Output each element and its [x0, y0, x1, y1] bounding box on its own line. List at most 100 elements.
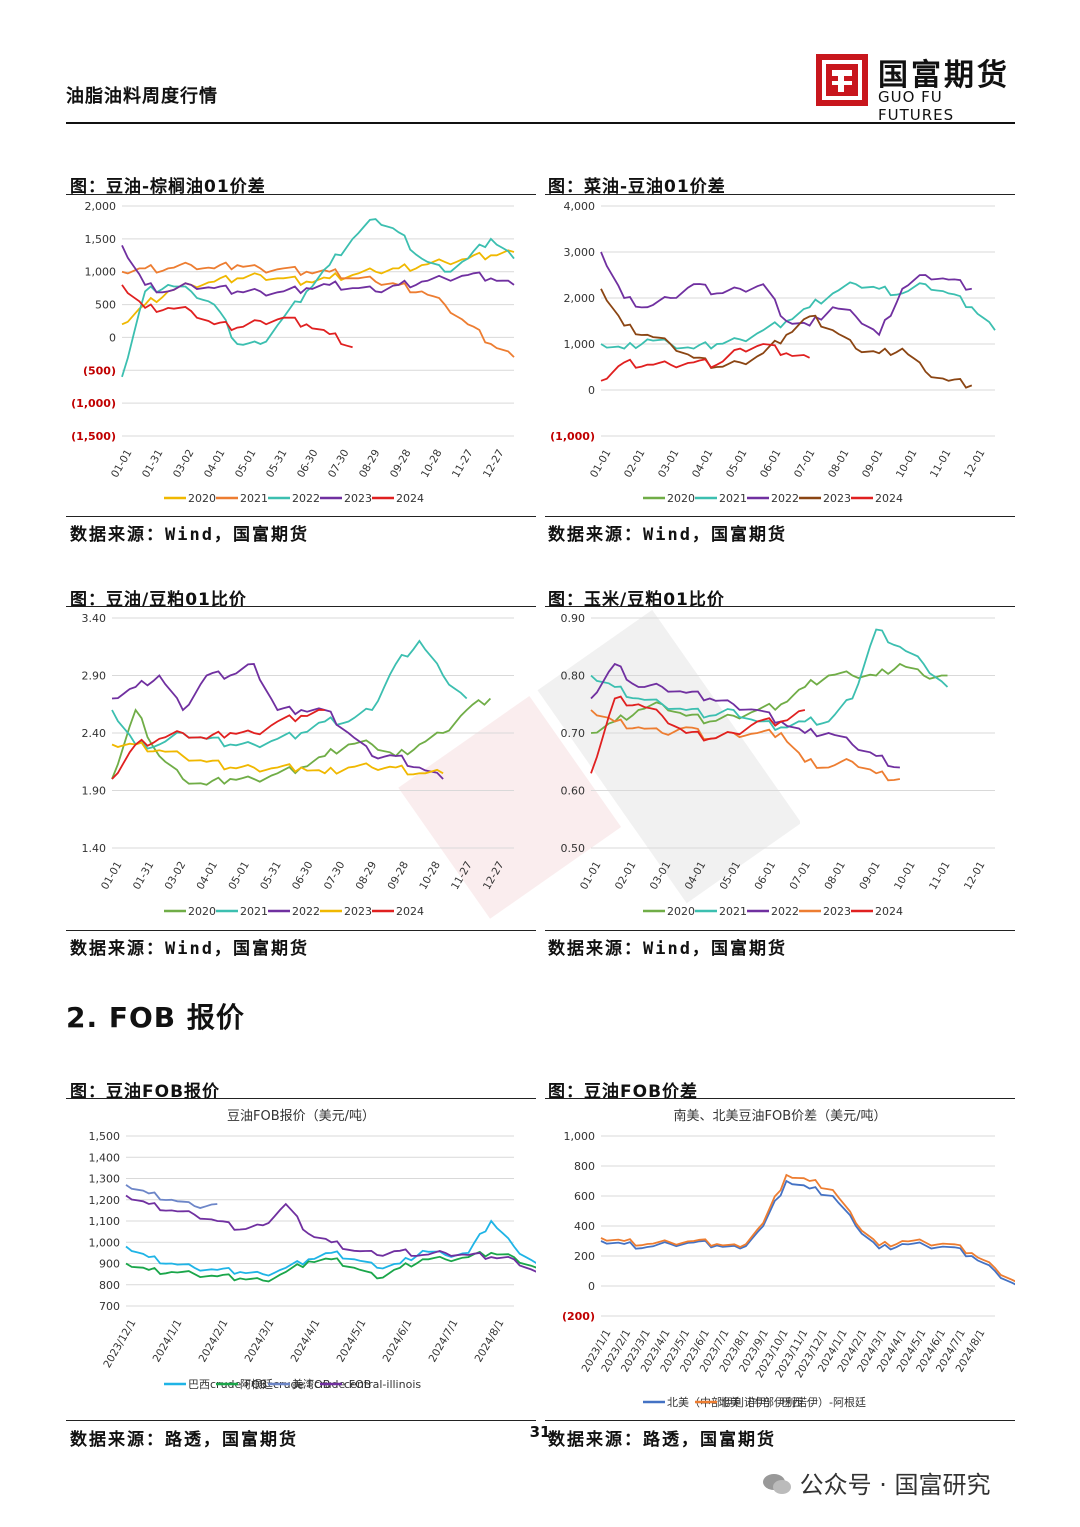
chart-title-rule — [66, 606, 536, 607]
series-line-2024 — [121, 284, 353, 349]
x-tick-label: 12-27 — [481, 448, 507, 480]
y-tick-label: 2,000 — [564, 292, 596, 305]
x-tick-label: 05-01 — [233, 448, 259, 480]
data-source: 数据来源：路透，国富期货 — [548, 1430, 776, 1450]
y-tick-label: 1,000 — [85, 266, 117, 279]
y-tick-label: 0.60 — [561, 785, 586, 798]
series-line-2022 — [111, 663, 444, 780]
x-tick-label: 02-01 — [613, 860, 639, 892]
chart-subtitle: 南美、北美豆油FOB价差（美元/吨） — [673, 1108, 886, 1124]
x-tick-label: 04-01 — [683, 860, 709, 892]
legend-label: 2022 — [292, 492, 320, 505]
y-tick-label: 1.90 — [82, 785, 107, 798]
x-tick-label: 01-01 — [109, 448, 135, 480]
x-tick-label: 05-01 — [226, 860, 252, 892]
x-tick-label: 11-27 — [449, 860, 475, 892]
y-tick-label: 1,300 — [89, 1173, 121, 1186]
legend-label: 2023 — [344, 905, 372, 918]
legend-label: 2020 — [188, 492, 216, 505]
x-tick-label: 01-31 — [140, 448, 166, 480]
x-tick-label: 11-27 — [450, 448, 476, 480]
series-line-2024 — [111, 708, 325, 780]
legend-label: 2022 — [771, 905, 799, 918]
series-line-2023 — [121, 245, 515, 297]
chart-soyoil-fob-spread: 南美、北美豆油FOB价差（美元/吨） 1,000 800 600 400 200 0 (200… — [562, 1108, 1015, 1409]
chart-soyoil-fob-quote: 豆油FOB报价（美元/吨） 1,500 1,400 1,300 1,200 1,100 1,… — [89, 1109, 536, 1391]
x-tick-label: 03-01 — [656, 448, 682, 480]
x-tick-label: 2024/2/1 — [197, 1318, 231, 1365]
x-tick-label: 10-28 — [419, 448, 445, 480]
x-tick-label: 05-01 — [718, 860, 744, 892]
y-tick-label: 0 — [588, 384, 595, 397]
data-source: 数据来源：Wind，国富期货 — [70, 525, 309, 545]
header-divider — [66, 122, 1015, 124]
series-line-北美（中部伊利诺伊）-阿根廷 — [600, 1173, 1015, 1283]
y-tick-label: 600 — [574, 1190, 595, 1203]
legend-label: 2020 — [667, 905, 695, 918]
x-tick-label: 2024/4/1 — [289, 1318, 323, 1365]
x-tick-label: 01-01 — [578, 860, 604, 892]
series-line-central-illinois — [125, 1194, 536, 1273]
y-tick-label: 1,000 — [564, 338, 596, 351]
series-line-2021 — [111, 639, 468, 750]
x-tick-label: 12-01 — [962, 860, 988, 892]
x-tick-label: 08-29 — [354, 860, 380, 892]
chart-bottom-rule — [545, 516, 1015, 517]
x-tick-label: 04-01 — [194, 860, 220, 892]
chart-bottom-rule — [545, 930, 1015, 931]
y-tick-label: 3.40 — [82, 612, 107, 625]
legend-label: 2024 — [875, 492, 903, 505]
x-tick-label: 08-29 — [357, 448, 383, 480]
y-tick-label: 1,100 — [89, 1215, 121, 1228]
chart-subtitle: 豆油FOB报价（美元/吨） — [227, 1109, 375, 1124]
logo-mark-icon — [816, 54, 868, 106]
y-tick-label: 1,200 — [89, 1194, 121, 1207]
x-tick-label: 12-01 — [962, 448, 988, 480]
company-logo: 国富期货 GUO FU FUTURES — [816, 50, 1016, 124]
series-line-美湾crude FOB — [125, 1184, 218, 1209]
y-tick-label: 800 — [574, 1160, 595, 1173]
legend-label: 2021 — [719, 492, 747, 505]
y-tick-label: (1,000) — [550, 430, 595, 443]
legend-label: 2021 — [719, 905, 747, 918]
series-line-2022 — [600, 251, 972, 337]
series-line-北美（中部伊利诺伊）-巴西 — [600, 1179, 1015, 1286]
chart-title-soyoil-meal-ratio: 图：豆油/豆粕01比价 — [70, 590, 247, 610]
series-line-2022 — [590, 662, 900, 769]
series-line-2021 — [121, 261, 515, 358]
y-tick-label: 700 — [99, 1300, 120, 1313]
y-tick-label: 1,400 — [89, 1151, 121, 1164]
x-tick-label: 06-30 — [295, 448, 321, 480]
chart-title-soyoil-fob-quote: 图：豆油FOB报价 — [70, 1082, 221, 1102]
x-tick-label: 05-01 — [724, 448, 750, 480]
y-tick-label: 1,500 — [89, 1130, 121, 1143]
legend-label: 北美（中部伊利诺伊）-巴西 — [667, 1395, 803, 1409]
x-tick-label: 11-01 — [927, 860, 953, 892]
page-number: 31 — [529, 1423, 551, 1441]
x-tick-label: 10-28 — [417, 860, 443, 892]
x-tick-label: 07-01 — [787, 860, 813, 892]
legend-label: central-illinois — [344, 1378, 421, 1391]
y-tick-label: 0.70 — [561, 727, 586, 740]
x-tick-label: 07-01 — [792, 448, 818, 480]
x-tick-label: 03-01 — [648, 860, 674, 892]
x-tick-label: 09-01 — [857, 860, 883, 892]
chart-bottom-rule — [66, 516, 536, 517]
x-tick-label: 03-02 — [163, 860, 189, 892]
legend-label: 北美（中部伊利诺伊）-阿根廷 — [719, 1395, 866, 1409]
x-tick-label: 05-31 — [264, 448, 290, 480]
x-tick-label: 03-02 — [171, 448, 197, 480]
x-tick-label: 09-28 — [385, 860, 411, 892]
legend-label: 2021 — [240, 905, 268, 918]
chart-title-rapeseed-soy-spread: 图：菜油-豆油01价差 — [548, 177, 726, 197]
chart-title-rule — [545, 194, 1015, 195]
report-title: 油脂油料周度行情 — [66, 86, 218, 107]
legend-label: 2024 — [875, 905, 903, 918]
x-tick-label: 04-01 — [690, 448, 716, 480]
legend-label: 2023 — [823, 492, 851, 505]
series-line-2023 — [590, 709, 901, 782]
chart-title-rule — [66, 1098, 536, 1099]
chart-title-corn-meal-ratio: 图：玉米/豆粕01比价 — [548, 590, 725, 610]
chart-title-soyoil-fob-spread: 图：豆油FOB价差 — [548, 1082, 699, 1102]
x-tick-label: 2024/6/1 — [381, 1318, 415, 1365]
